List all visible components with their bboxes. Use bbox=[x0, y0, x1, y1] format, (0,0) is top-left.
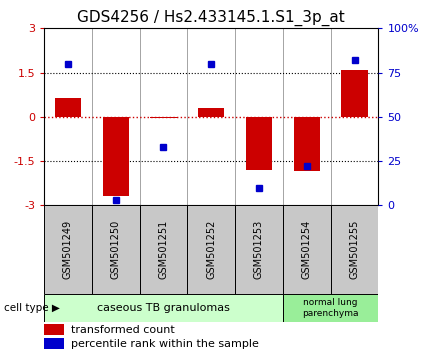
Bar bbox=[44, 338, 64, 349]
Bar bbox=[139, 205, 187, 294]
Text: GSM501255: GSM501255 bbox=[349, 220, 359, 279]
Text: percentile rank within the sample: percentile rank within the sample bbox=[71, 339, 259, 349]
Bar bbox=[341, 70, 368, 117]
Text: GSM501251: GSM501251 bbox=[158, 220, 169, 279]
Title: GDS4256 / Hs2.433145.1.S1_3p_at: GDS4256 / Hs2.433145.1.S1_3p_at bbox=[77, 9, 345, 25]
Bar bbox=[187, 205, 235, 294]
Bar bbox=[283, 205, 330, 294]
Bar bbox=[293, 117, 320, 171]
Text: transformed count: transformed count bbox=[71, 325, 175, 335]
Text: GSM501249: GSM501249 bbox=[63, 220, 73, 279]
Text: GSM501250: GSM501250 bbox=[110, 220, 121, 279]
Text: GSM501254: GSM501254 bbox=[302, 220, 312, 279]
Bar bbox=[44, 324, 64, 335]
Bar bbox=[150, 117, 176, 118]
Bar bbox=[246, 117, 272, 170]
Text: caseous TB granulomas: caseous TB granulomas bbox=[97, 303, 230, 313]
Text: normal lung
parenchyma: normal lung parenchyma bbox=[302, 298, 359, 318]
Text: GSM501253: GSM501253 bbox=[254, 220, 264, 279]
Bar bbox=[235, 205, 283, 294]
Bar bbox=[198, 108, 224, 117]
Bar bbox=[103, 117, 129, 196]
Bar bbox=[283, 294, 378, 322]
Text: GSM501252: GSM501252 bbox=[206, 220, 216, 279]
Bar bbox=[44, 205, 92, 294]
Bar bbox=[55, 98, 81, 117]
Bar bbox=[330, 205, 378, 294]
Bar bbox=[92, 205, 139, 294]
Bar bbox=[44, 294, 283, 322]
Text: cell type ▶: cell type ▶ bbox=[4, 303, 60, 313]
